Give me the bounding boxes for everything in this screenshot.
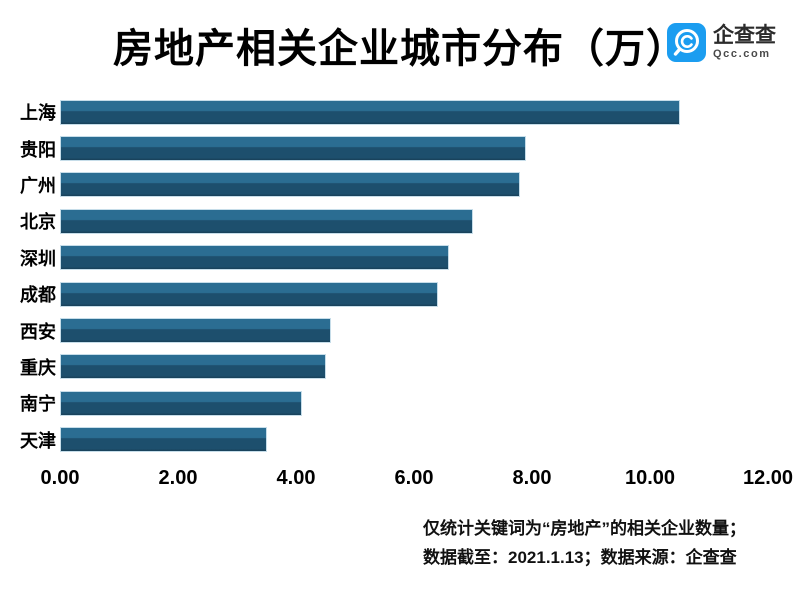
bar-track [60,172,768,198]
x-axis-tick-label: 12.00 [742,467,794,489]
bar-track [60,281,768,307]
bar [60,245,450,271]
x-axis-tick-label: 2.00 [158,467,198,489]
x-axis-tick-label: 4.00 [276,467,316,489]
qcc-logo-name: 企查查 [713,23,776,47]
bar-category-label: 广州 [20,175,56,196]
bar-row: 上海 [0,94,800,130]
bar-category-label: 成都 [20,285,56,306]
x-axis-tick-label: 10.00 [624,467,676,489]
x-axis-tick-label: 0.00 [40,467,80,489]
page-title: 房地产相关企业城市分布（万） [113,27,687,71]
bar-category-label: 深圳 [20,248,56,269]
bar-row: 西安 [0,312,800,348]
bar-row: 深圳 [0,240,800,276]
bar-track [60,208,768,234]
qcc-logo: 企查查 Qcc.com [667,23,776,62]
bar [60,354,326,380]
qcc-logo-domain: Qcc.com [713,47,771,60]
bar-row: 天津 [0,422,800,458]
bar-category-label: 贵阳 [20,139,56,160]
bar-category-label: 重庆 [20,357,56,378]
bar-row: 重庆 [0,349,800,385]
bar-chart: 上海贵阳广州北京深圳成都西安重庆南宁天津 [0,94,800,458]
bar-row: 北京 [0,203,800,239]
bar-row: 南宁 [0,385,800,421]
bar-row: 成都 [0,276,800,312]
bar [60,427,267,453]
bar-row: 广州 [0,167,800,203]
bar [60,318,332,344]
bar [60,281,438,307]
bar-track [60,318,768,344]
bar [60,136,527,162]
bar-rows: 上海贵阳广州北京深圳成都西安重庆南宁天津 [0,94,800,458]
bar-track [60,99,768,125]
bar-row: 贵阳 [0,130,800,166]
bar [60,208,473,234]
footnote-line2: 数据截至：2021.1.13；数据来源：企查查 [423,548,737,567]
bar [60,172,521,198]
bar-track [60,245,768,271]
bar-track [60,136,768,162]
bar-category-label: 天津 [20,430,56,451]
bar-track [60,354,768,380]
bar [60,390,302,416]
bar-category-label: 北京 [20,212,56,233]
x-axis-tick-label: 8.00 [512,467,552,489]
bar [60,99,680,125]
bar-category-label: 上海 [20,103,56,124]
bar-category-label: 西安 [20,321,56,342]
qcc-logo-icon [667,23,706,62]
footnote-line1: 仅统计关键词为“房地产”的相关企业数量； [423,519,746,538]
x-axis: 0.00 2.00 4.00 6.00 8.00 10.00 12.00 [41,467,794,491]
bar-track [60,390,768,416]
chart-footnote: 仅统计关键词为“房地产”的相关企业数量； 数据截至：2021.1.13；数据来源… [423,514,746,572]
bar-track [60,427,768,453]
x-axis-tick-label: 6.00 [394,467,434,489]
bar-category-label: 南宁 [20,394,56,415]
